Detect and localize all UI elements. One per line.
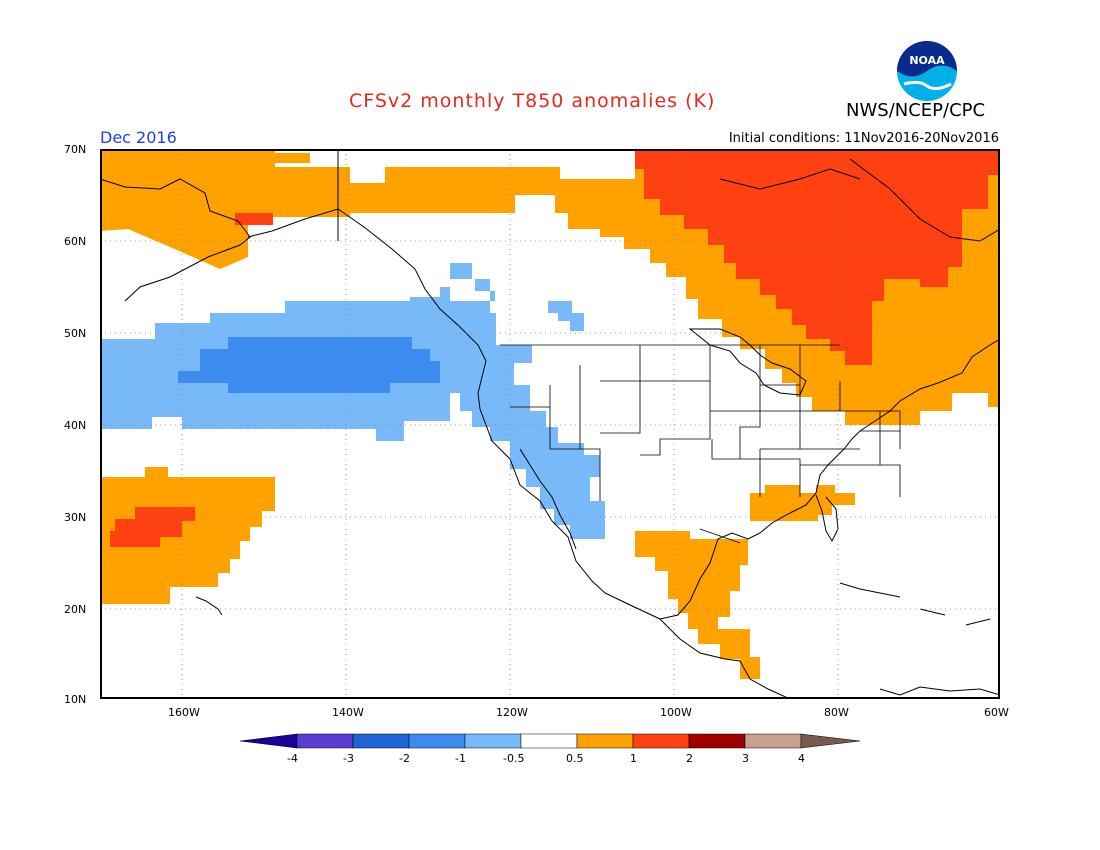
- anomaly-map: [100, 149, 1000, 699]
- colorbar-cell: [744, 733, 802, 749]
- colorbar-cell: [576, 733, 634, 749]
- colorbar-label: 4: [798, 752, 805, 765]
- noaa-logo: NOAA: [897, 41, 957, 101]
- colorbar-cell: [464, 733, 522, 749]
- colorbar: [239, 733, 861, 749]
- lon-label: 60W: [984, 706, 1009, 719]
- lat-label: 50N: [64, 327, 87, 340]
- colorbar-label: 1: [630, 752, 637, 765]
- lon-label: 80W: [824, 706, 849, 719]
- colorbar-label: -4: [287, 752, 298, 765]
- lon-label: 140W: [332, 706, 364, 719]
- warm-anomaly-strong: [110, 149, 1000, 547]
- colorbar-label: 2: [686, 752, 693, 765]
- lon-label: 120W: [496, 706, 528, 719]
- colorbar-label: 3: [742, 752, 749, 765]
- lon-label: 100W: [660, 706, 692, 719]
- colorbar-cell: [688, 733, 746, 749]
- state-borders: [500, 344, 901, 620]
- colorbar-cell: [239, 733, 298, 749]
- colorbar-cell: [296, 733, 354, 749]
- lat-label: 70N: [64, 143, 87, 156]
- colorbar-label: 0.5: [566, 752, 584, 765]
- colorbar-label: -0.5: [503, 752, 525, 765]
- coastlines: [100, 149, 1000, 699]
- lat-label: 40N: [64, 419, 87, 432]
- lon-label: 160W: [168, 706, 200, 719]
- chart-title: CFSv2 monthly T850 anomalies (K): [349, 90, 716, 112]
- valid-month: Dec 2016: [100, 128, 177, 147]
- colorbar-cell: [352, 733, 410, 749]
- lat-label: 60N: [64, 235, 87, 248]
- colorbar-label: -1: [455, 752, 466, 765]
- grid-lines: [100, 149, 1000, 699]
- colorbar-cell: [800, 733, 861, 749]
- lat-label: 30N: [64, 511, 87, 524]
- lat-label: 10N: [64, 693, 87, 706]
- cool-anomaly-moderate: [100, 263, 605, 539]
- colorbar-cell: [520, 733, 578, 749]
- noaa-logo-text: NOAA: [909, 54, 945, 67]
- colorbar-cell: [632, 733, 690, 749]
- colorbar-cell: [408, 733, 466, 749]
- colorbar-label: -2: [399, 752, 410, 765]
- agency-label: NWS/NCEP/CPC: [846, 100, 986, 121]
- cool-anomaly-strong: [178, 337, 440, 393]
- lat-label: 20N: [64, 603, 87, 616]
- initial-conditions: Initial conditions: 11Nov2016-20Nov2016: [728, 131, 999, 146]
- colorbar-label: -3: [343, 752, 354, 765]
